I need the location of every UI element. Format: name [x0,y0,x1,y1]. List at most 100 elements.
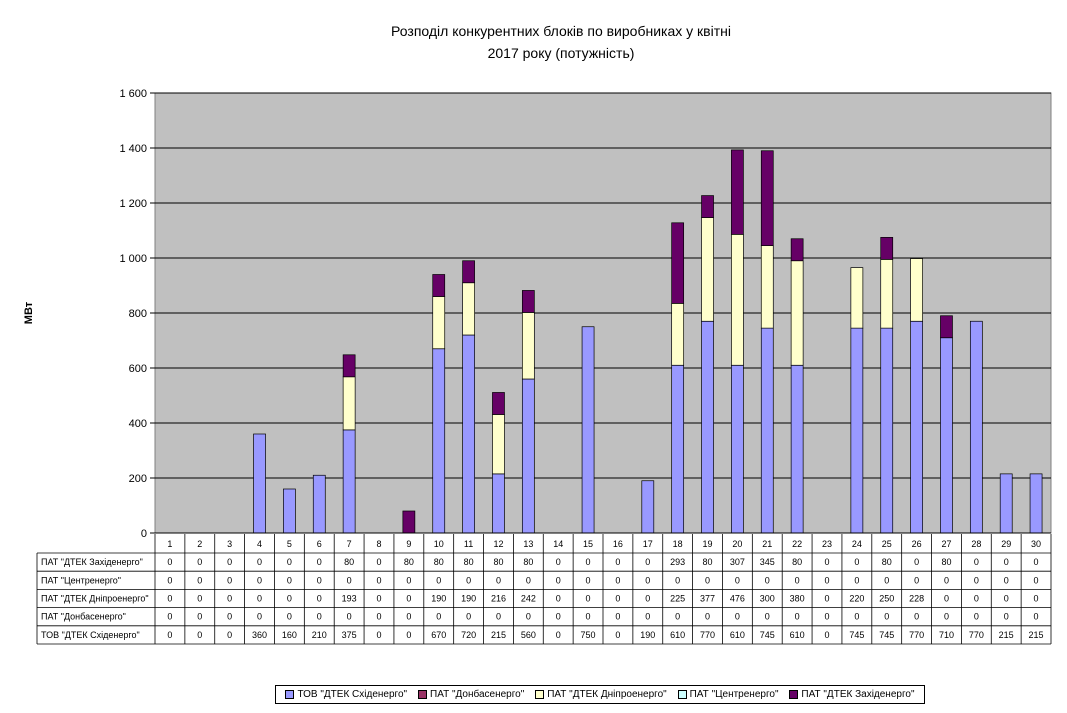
legend-item: ПАТ "Донбасенерго" [418,689,524,700]
data-label: 307 [730,557,745,567]
bar-segment [999,473,1013,534]
data-label: 0 [197,575,202,585]
data-label: 0 [376,630,381,640]
data-label: 720 [461,630,476,640]
bar-segment [1029,473,1043,534]
bar-segment [253,433,266,534]
data-label: 0 [795,575,800,585]
data-label: 0 [974,575,979,585]
data-label: 0 [824,557,829,567]
x-tick-label: 23 [822,539,832,549]
data-label: 0 [496,612,501,622]
data-label: 0 [167,557,172,567]
x-tick-label: 17 [643,539,653,549]
data-label: 0 [615,575,620,585]
bar-segment [731,149,744,235]
data-label: 0 [436,612,441,622]
x-tick-label: 14 [553,539,563,549]
data-label: 0 [167,612,172,622]
bar-segment [940,337,953,534]
data-label: 0 [705,575,710,585]
bar-segment [581,326,595,534]
bar-segment [521,290,535,313]
data-label: 0 [854,612,859,622]
data-label: 0 [824,612,829,622]
data-label: 0 [287,612,292,622]
data-label: 0 [406,612,411,622]
bar-segment [701,217,714,322]
data-label: 0 [884,575,889,585]
y-tick-label: 1 600 [119,88,147,100]
data-label: 0 [645,557,650,567]
data-label: 0 [526,575,531,585]
bar-segment [492,473,505,534]
data-label: 80 [703,557,713,567]
bar-segment [342,354,356,378]
bar-segment [760,245,774,329]
data-label: 216 [491,594,506,604]
table-row-label: ТОВ "ДТЕК Східенерго" [41,630,140,640]
data-label: 80 [523,557,533,567]
data-label: 0 [556,612,561,622]
x-tick-label: 16 [613,539,623,549]
x-tick-label: 25 [882,539,892,549]
data-label: 160 [282,630,297,640]
data-label: 0 [257,557,262,567]
data-label: 0 [615,612,620,622]
data-label: 0 [586,575,591,585]
x-tick-label: 15 [583,539,593,549]
data-label: 0 [167,594,172,604]
data-label: 0 [974,557,979,567]
data-label: 0 [1004,557,1009,567]
data-label: 0 [197,594,202,604]
x-tick-label: 19 [703,539,713,549]
data-label: 0 [914,575,919,585]
data-label: 0 [854,557,859,567]
data-label: 0 [735,612,740,622]
bar-segment [880,259,894,329]
data-label: 0 [317,557,322,567]
data-label: 375 [342,630,357,640]
data-label: 745 [849,630,864,640]
data-label: 0 [406,630,411,640]
data-label: 0 [765,612,770,622]
data-label: 0 [1004,594,1009,604]
legend-label: ТОВ "ДТЕК Східенерго" [297,689,408,700]
bar-segment [342,376,356,431]
data-label: 670 [431,630,446,640]
data-label: 0 [167,575,172,585]
data-label: 0 [974,612,979,622]
data-label: 0 [586,594,591,604]
data-label: 250 [879,594,894,604]
data-label: 0 [645,575,650,585]
data-label: 360 [252,630,267,640]
data-label: 380 [790,594,805,604]
table-row-label: ПАТ "Центренерго" [41,575,121,585]
data-label: 80 [882,557,892,567]
data-label: 0 [824,575,829,585]
x-tick-label: 8 [376,539,381,549]
bar-segment [880,237,894,260]
data-label: 0 [705,612,710,622]
bar-segment [402,510,416,534]
data-label: 0 [556,630,561,640]
table-row-label: ПАТ "ДТЕК Західенерго" [41,557,143,567]
bar-segment [283,488,296,534]
x-tick-label: 12 [493,539,503,549]
bar-segment [969,320,983,534]
legend-item: ПАТ "ДТЕК Західенерго" [789,689,915,700]
data-label: 610 [790,630,805,640]
data-label: 0 [406,575,411,585]
bar-segment [760,327,774,534]
data-label: 770 [700,630,715,640]
legend-swatch [677,690,687,699]
bar-segment [312,474,326,534]
bar-segment [432,274,446,297]
data-label: 0 [257,575,262,585]
legend-swatch [418,690,427,699]
data-label: 0 [347,612,352,622]
data-label: 293 [670,557,685,567]
bar-segment [671,364,685,534]
data-label: 225 [670,594,685,604]
legend-item: ПАТ "ДТЕК Дніпроенерго" [535,689,667,700]
